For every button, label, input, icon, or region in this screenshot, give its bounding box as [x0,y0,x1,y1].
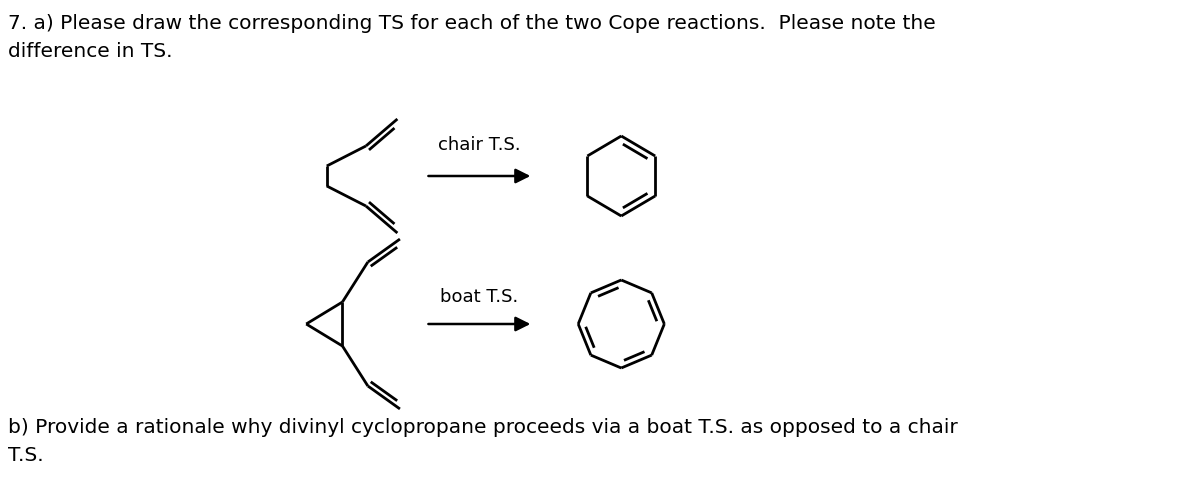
Text: 7. a) Please draw the corresponding TS for each of the two Cope reactions.  Plea: 7. a) Please draw the corresponding TS f… [8,14,936,61]
Text: b) Provide a rationale why divinyl cyclopropane proceeds via a boat T.S. as oppo: b) Provide a rationale why divinyl cyclo… [8,418,958,465]
Text: chair T.S.: chair T.S. [438,136,521,154]
Text: boat T.S.: boat T.S. [440,288,518,306]
